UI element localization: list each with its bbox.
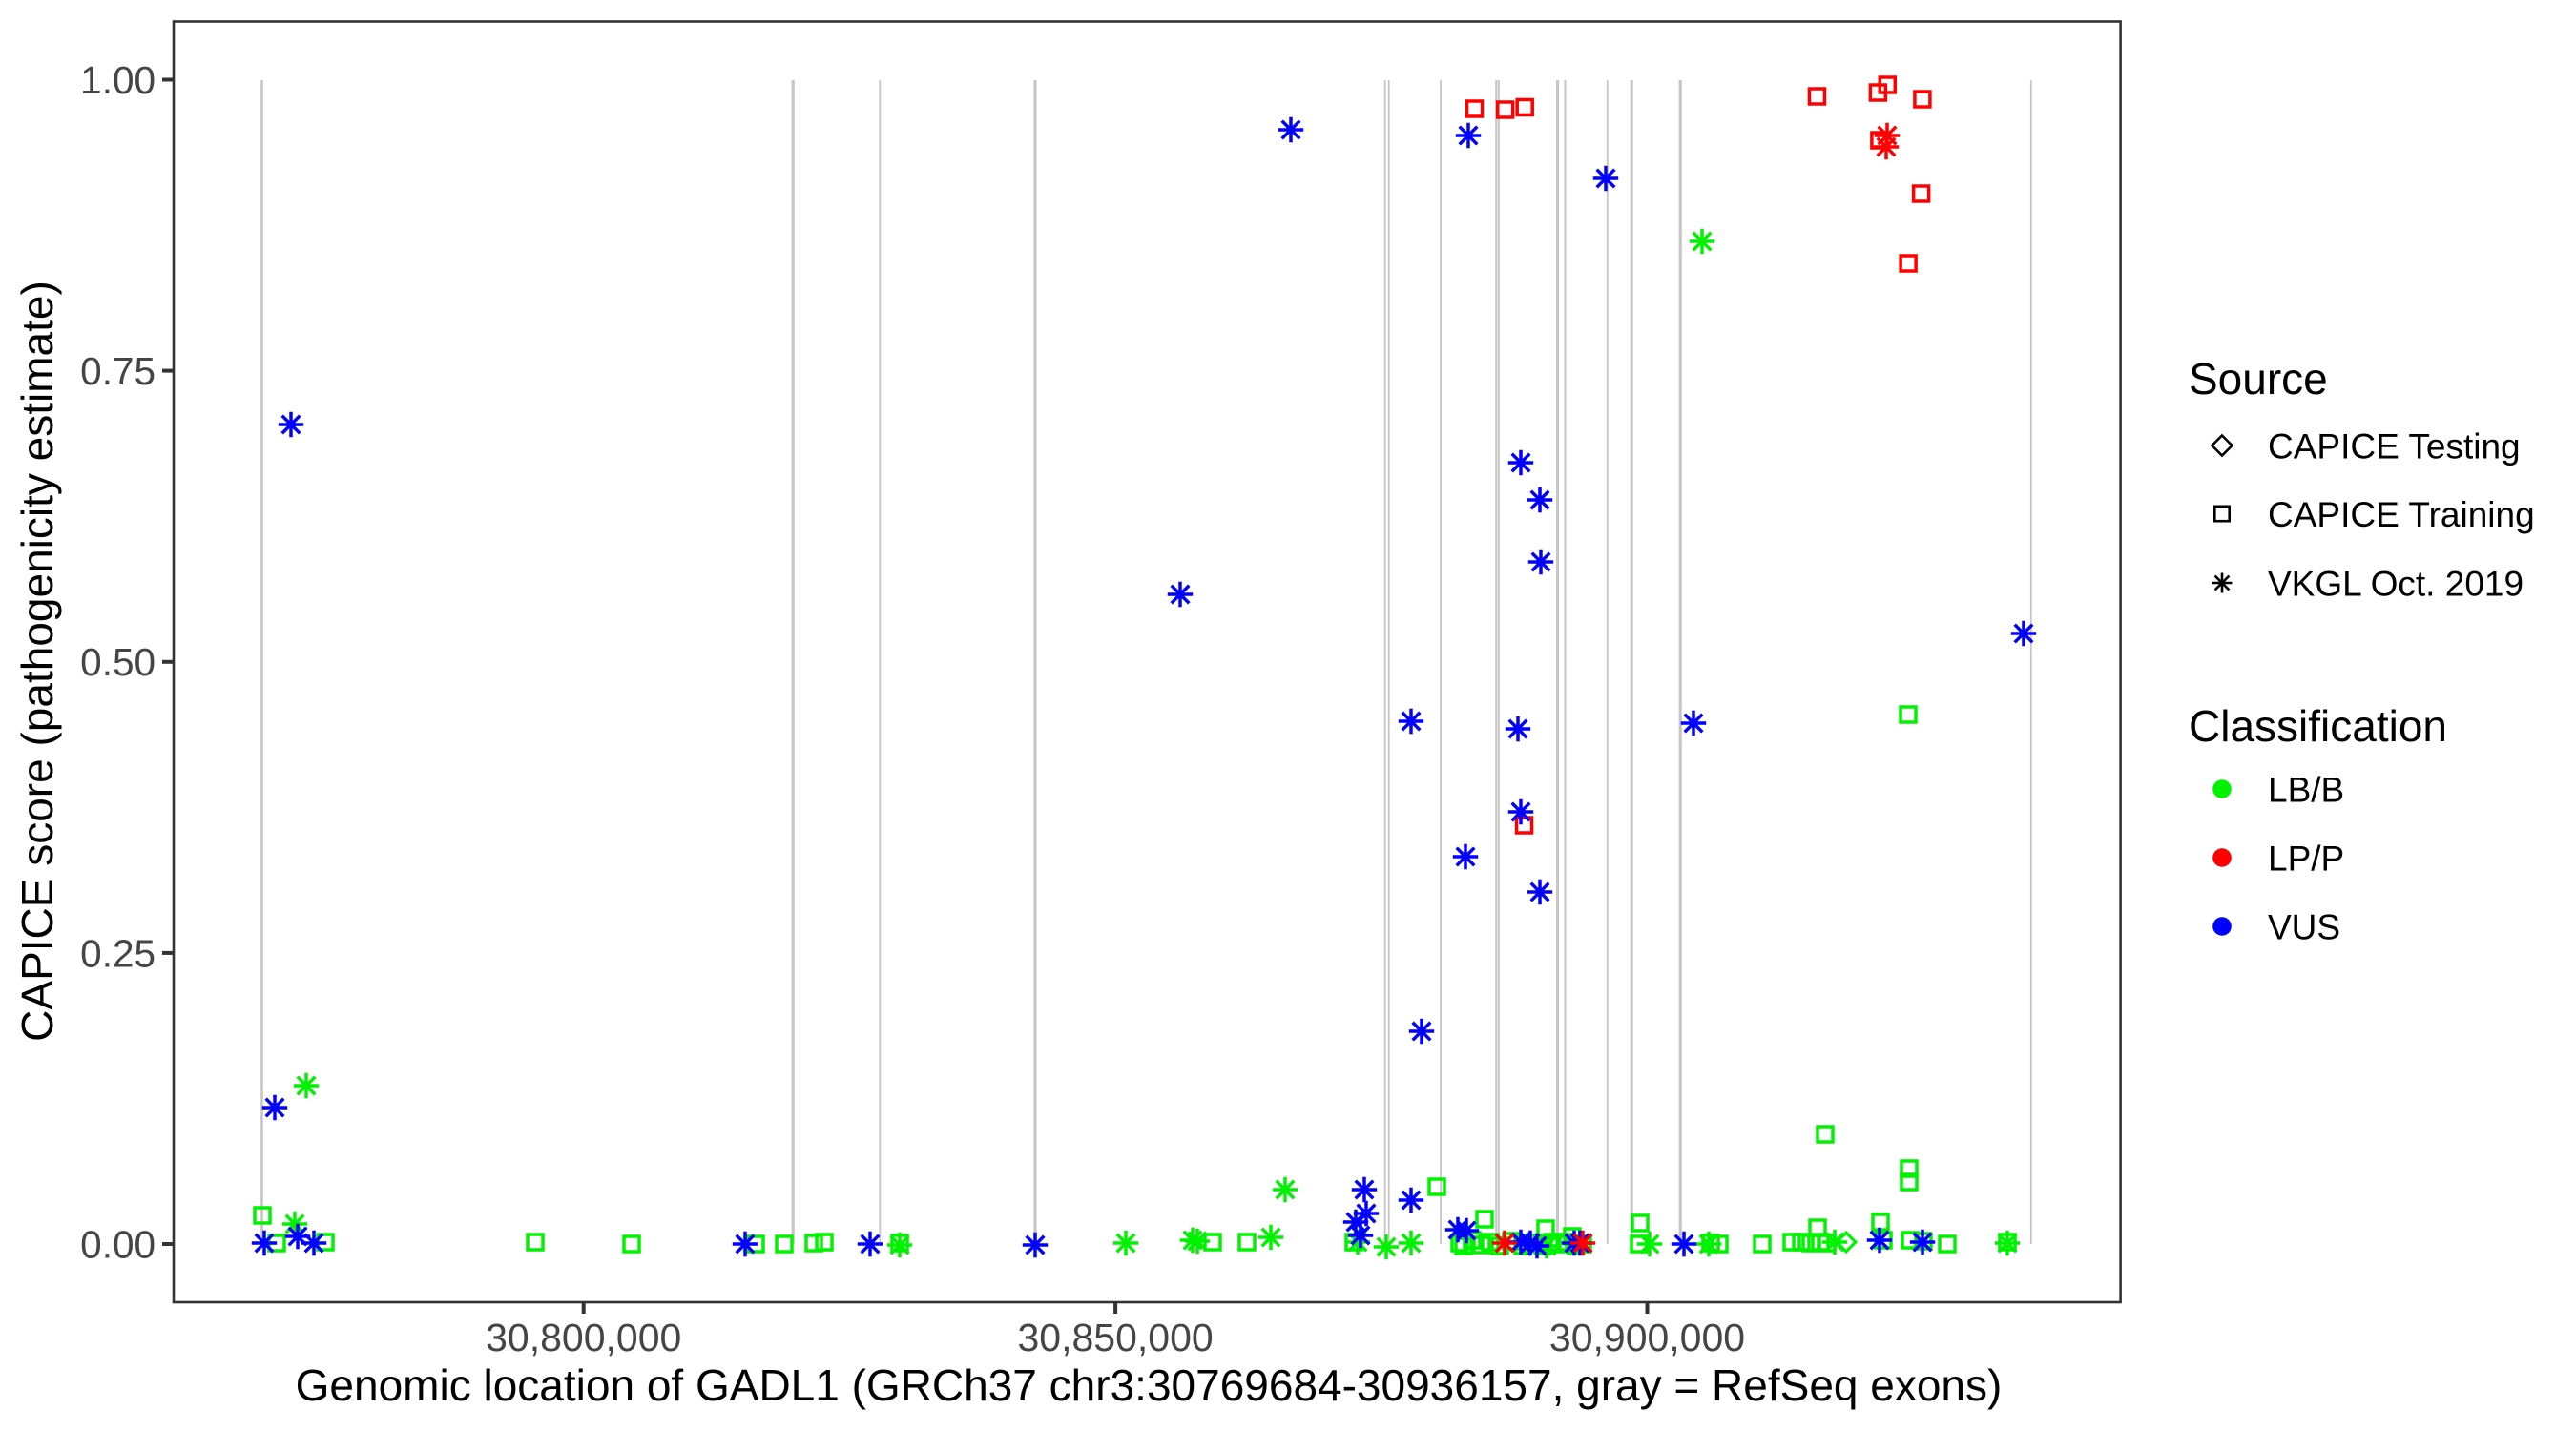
svg-text:0.50: 0.50 [80,640,156,684]
svg-text:1.00: 1.00 [80,58,156,102]
svg-text:30,900,000: 30,900,000 [1549,1316,1745,1359]
svg-text:VKGL Oct. 2019: VKGL Oct. 2019 [2268,565,2524,604]
svg-text:CAPICE Testing: CAPICE Testing [2268,427,2521,467]
svg-text:CAPICE Training: CAPICE Training [2268,495,2535,534]
svg-text:0.75: 0.75 [80,349,156,393]
svg-text:Source: Source [2189,354,2328,404]
svg-text:Classification: Classification [2189,701,2447,751]
svg-text:CAPICE score (pathogenicity es: CAPICE score (pathogenicity estimate) [12,280,62,1042]
svg-text:LP/P: LP/P [2268,840,2344,879]
svg-text:30,800,000: 30,800,000 [486,1316,681,1359]
svg-text:0.00: 0.00 [80,1223,156,1267]
svg-text:LB/B: LB/B [2268,771,2344,810]
svg-text:30,850,000: 30,850,000 [1017,1316,1213,1359]
svg-text:Genomic location of GADL1 (GRC: Genomic location of GADL1 (GRCh37 chr3:3… [296,1360,2003,1410]
svg-text:0.25: 0.25 [80,931,156,975]
svg-text:VUS: VUS [2268,908,2340,947]
